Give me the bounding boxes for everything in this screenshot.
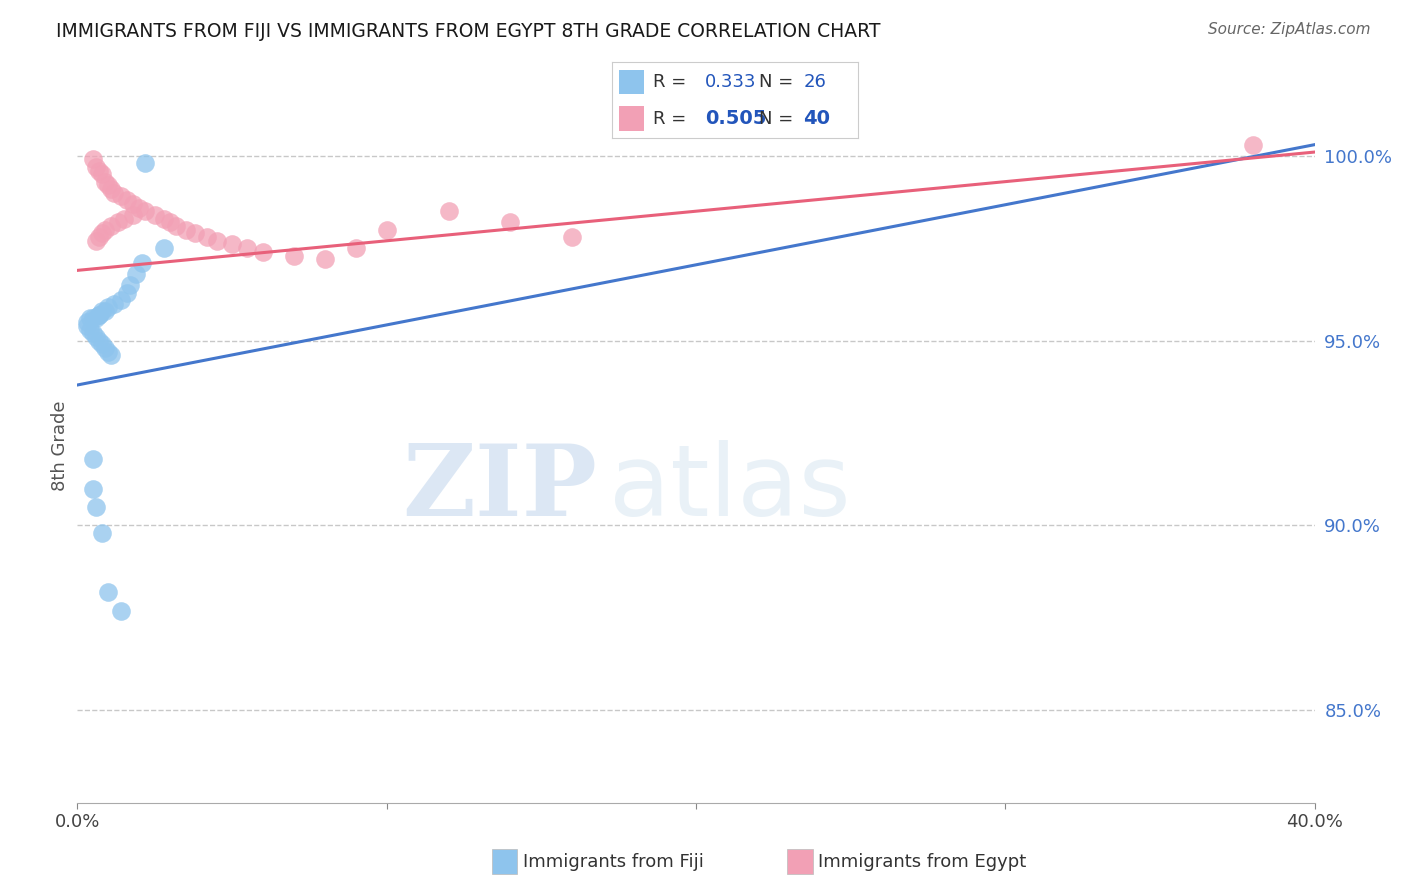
Point: [84, 160, 107, 174]
Bar: [619, 106, 644, 130]
Text: N =: N =: [759, 73, 799, 91]
Point: [97, 585, 120, 599]
Point: [100, 219, 122, 233]
Text: N =: N =: [759, 110, 799, 128]
Point: [84, 311, 107, 326]
Text: Immigrants from Fiji: Immigrants from Fiji: [523, 853, 704, 871]
Text: R =: R =: [654, 73, 692, 91]
Text: Immigrants from Egypt: Immigrants from Egypt: [818, 853, 1026, 871]
Point: [112, 211, 135, 226]
Point: [122, 208, 145, 222]
Point: [82, 311, 104, 326]
Text: IMMIGRANTS FROM FIJI VS IMMIGRANTS FROM EGYPT 8TH GRADE CORRELATION CHART: IMMIGRANTS FROM FIJI VS IMMIGRANTS FROM …: [56, 22, 880, 41]
Point: [375, 223, 398, 237]
Point: [134, 156, 156, 170]
Point: [91, 304, 114, 318]
Point: [84, 330, 107, 344]
Point: [110, 293, 132, 307]
Point: [76, 315, 98, 329]
Point: [118, 278, 141, 293]
Text: R =: R =: [654, 110, 692, 128]
Point: [1241, 137, 1264, 152]
Point: [134, 204, 156, 219]
Point: [122, 196, 145, 211]
Point: [131, 256, 153, 270]
Point: [82, 153, 104, 167]
Point: [344, 241, 367, 255]
Point: [87, 163, 110, 178]
Point: [84, 500, 107, 514]
Text: 0.505: 0.505: [706, 109, 766, 128]
Point: [79, 311, 101, 326]
Point: [82, 482, 104, 496]
Point: [79, 322, 101, 336]
Point: [561, 230, 583, 244]
Point: [87, 308, 110, 322]
Point: [499, 215, 522, 229]
Point: [100, 348, 122, 362]
Point: [195, 230, 218, 244]
Y-axis label: 8th Grade: 8th Grade: [51, 401, 69, 491]
Point: [91, 525, 114, 540]
Text: atlas: atlas: [609, 441, 851, 537]
Point: [125, 267, 148, 281]
Point: [205, 234, 228, 248]
Point: [87, 230, 110, 244]
Point: [110, 603, 132, 617]
Point: [184, 227, 207, 241]
Point: [115, 193, 138, 207]
Point: [143, 208, 166, 222]
Bar: [619, 70, 644, 95]
Point: [87, 308, 110, 322]
Point: [236, 241, 259, 255]
Point: [159, 215, 181, 229]
Text: 26: 26: [804, 73, 827, 91]
Point: [165, 219, 187, 233]
Text: 0.333: 0.333: [706, 73, 756, 91]
Point: [283, 249, 305, 263]
Point: [97, 178, 120, 193]
Point: [84, 234, 107, 248]
Point: [100, 182, 122, 196]
Point: [437, 204, 460, 219]
Point: [153, 241, 176, 255]
Point: [91, 227, 114, 241]
Point: [107, 215, 129, 229]
Point: [103, 296, 125, 310]
Point: [82, 326, 104, 341]
Point: [94, 304, 117, 318]
Point: [94, 341, 117, 355]
Point: [97, 301, 120, 315]
Point: [76, 318, 98, 333]
Point: [128, 201, 150, 215]
Point: [153, 211, 176, 226]
Point: [252, 244, 274, 259]
Text: 40: 40: [804, 109, 831, 128]
Point: [103, 186, 125, 200]
Point: [91, 337, 114, 351]
Text: ZIP: ZIP: [402, 441, 598, 537]
Point: [221, 237, 243, 252]
Point: [174, 223, 197, 237]
Point: [94, 223, 117, 237]
Point: [87, 334, 110, 348]
Point: [110, 189, 132, 203]
Point: [314, 252, 336, 267]
Point: [91, 167, 114, 181]
Point: [97, 344, 120, 359]
Point: [94, 175, 117, 189]
Point: [82, 452, 104, 467]
Point: [115, 285, 138, 300]
Text: Source: ZipAtlas.com: Source: ZipAtlas.com: [1208, 22, 1371, 37]
